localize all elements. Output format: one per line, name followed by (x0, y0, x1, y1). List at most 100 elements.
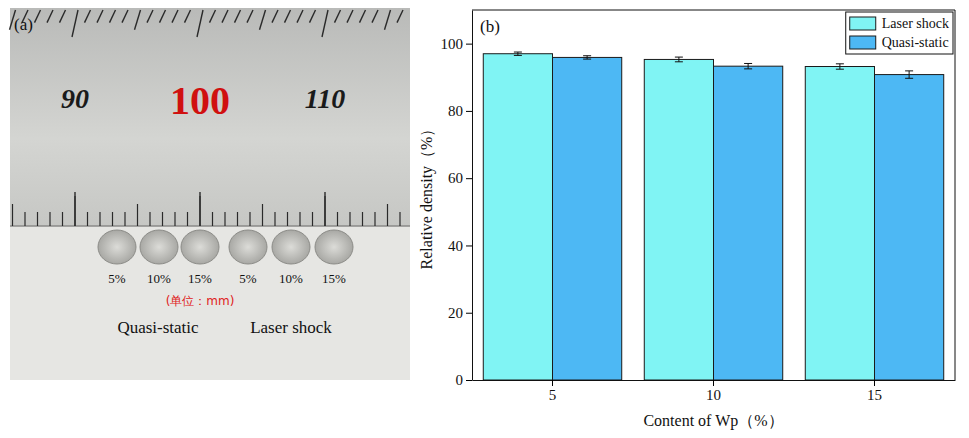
ruler-label-tick (199, 192, 200, 226)
x-tick: 15 (867, 380, 882, 403)
ruler-top-tick (272, 10, 278, 23)
y-axis: 0 20 40 60 80 100 (441, 11, 473, 389)
error-bar-cap (583, 55, 591, 56)
ruler-minor-tick (299, 212, 300, 226)
error-bar-stem (839, 64, 840, 69)
ruler-top-tick (160, 10, 166, 23)
ruler-top-tick (322, 10, 328, 37)
ruler-minor-tick (312, 212, 313, 226)
y-tick-mark (466, 111, 472, 112)
x-tick-mark (552, 380, 553, 386)
bar (483, 54, 552, 380)
legend-frame (846, 12, 953, 54)
y-tick-label: 0 (456, 372, 464, 388)
y-tick: 20 (448, 305, 472, 321)
panel-letter: (a) (14, 15, 33, 34)
ruler-label-tick (324, 192, 325, 226)
sample-label: 10% (279, 271, 303, 286)
ruler-minor-tick (149, 212, 150, 226)
sample-disc (181, 230, 219, 264)
y-tick-mark (466, 44, 472, 45)
ruler-top-tick (222, 10, 228, 23)
ruler-minor-tick (12, 204, 13, 226)
error-bar-cap (836, 69, 844, 70)
bar (553, 57, 622, 380)
ruler-top-tick (35, 10, 41, 23)
ruler-minor-tick (112, 212, 113, 226)
bar (875, 75, 944, 380)
error-bar-cap (514, 52, 522, 53)
ruler-top-tick (172, 10, 178, 23)
error-bar-cap (744, 68, 752, 69)
ruler-minor-tick (137, 204, 138, 226)
ruler-top-tick (135, 10, 141, 30)
error-bar-stem (909, 71, 910, 78)
ruler-minor-tick (174, 212, 175, 226)
ruler-top-tick (247, 10, 253, 23)
y-axis-title: Relative density（%） (418, 121, 436, 270)
ruler-top-tick (347, 10, 353, 23)
error-bar-stem (587, 56, 588, 59)
y-tick-mark (466, 178, 472, 179)
ruler-label-tick (74, 192, 75, 226)
error-bar (514, 52, 522, 55)
sample-label: 5% (239, 271, 257, 286)
ruler-minor-tick (374, 212, 375, 226)
error-bar-stem (517, 52, 518, 55)
sample-disc (229, 230, 267, 264)
panel-a: 90100110(a)5%10%15%5%10%15%(单位：mm)Quasi-… (10, 8, 411, 380)
ruler-top-tick (60, 10, 66, 23)
x-tick: 10 (706, 380, 721, 403)
ruler-minor-tick (274, 212, 275, 226)
legend-label: Laser shock (882, 16, 949, 31)
ruler-minor-tick (124, 212, 125, 226)
y-tick-label: 60 (448, 170, 463, 186)
ruler-label: 110 (305, 83, 345, 114)
legend-swatch (850, 17, 876, 30)
x-tick-mark (713, 380, 714, 386)
y-tick-label: 100 (441, 36, 464, 52)
y-tick-mark (466, 313, 472, 314)
ruler-top-tick (285, 10, 291, 23)
ruler-minor-tick (87, 212, 88, 226)
sample-label: 15% (322, 271, 346, 286)
y-tick: 100 (441, 36, 473, 52)
ruler-minor-tick (62, 212, 63, 226)
ruler-top-tick (72, 10, 78, 37)
ruler-top-tick (147, 10, 153, 23)
y-tick-mark (466, 380, 472, 381)
x-axis-title: Content of Wp（%） (643, 412, 783, 430)
legend-label: Quasi-static (882, 35, 949, 50)
ruler-top-tick (197, 10, 203, 37)
y-tick-label: 40 (448, 238, 463, 254)
error-bar (675, 57, 683, 62)
ruler-top-tick (110, 10, 116, 23)
x-tick-label: 15 (867, 387, 882, 403)
y-tick: 0 (456, 372, 473, 388)
ruler-top-tick (185, 10, 191, 23)
ruler-minor-tick (212, 212, 213, 226)
ruler-top-tick (372, 10, 378, 23)
y-tick: 60 (448, 170, 472, 186)
x-tick-label: 10 (706, 387, 721, 403)
panel-letter: (b) (480, 17, 500, 36)
frame-top (472, 10, 955, 11)
sample-label: 5% (108, 271, 126, 286)
x-tick-mark (874, 380, 875, 386)
ruler-minor-tick (24, 212, 25, 226)
ruler-top-tick (235, 10, 241, 23)
group-label: Quasi-static (117, 318, 199, 337)
ruler-minor-tick (249, 212, 250, 226)
legend-swatch (850, 36, 876, 49)
sample-disc (272, 230, 310, 264)
bar (714, 66, 783, 380)
y-tick-label: 80 (448, 103, 463, 119)
ruler-minor-tick (37, 212, 38, 226)
ruler-minor-tick (337, 212, 338, 226)
ruler-top-tick (360, 10, 366, 23)
x-axis: 51015 (473, 380, 956, 403)
figure: 90100110(a)5%10%15%5%10%15%(单位：mm)Quasi-… (0, 0, 969, 438)
ruler-minor-tick (187, 212, 188, 226)
ruler-minor-tick (287, 212, 288, 226)
ruler-top-tick (310, 10, 316, 23)
